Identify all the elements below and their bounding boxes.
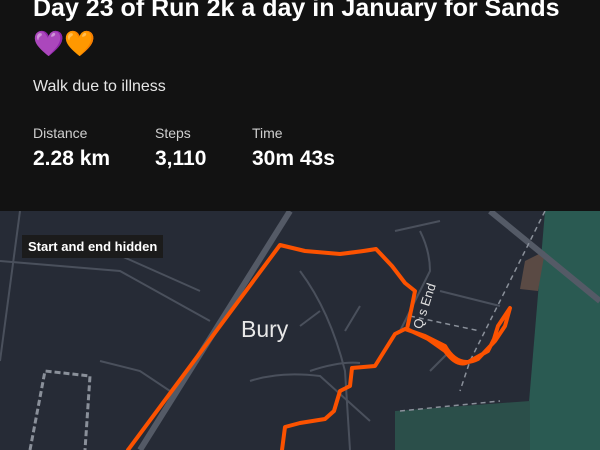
map-canvas: [0, 211, 600, 450]
stat-value: 30m 43s: [252, 147, 335, 170]
stat-steps: Steps 3,110: [155, 125, 206, 171]
activity-title: Day 23 of Run 2k a day in January for Sa…: [33, 0, 560, 58]
stat-label: Steps: [155, 125, 191, 141]
route-map[interactable]: Start and end hidden Bury Q s End: [0, 211, 600, 450]
privacy-badge: Start and end hidden: [22, 235, 164, 258]
stat-label: Distance: [33, 125, 88, 141]
activity-header: Day 23 of Run 2k a day in January for Sa…: [0, 0, 600, 211]
activity-description: Walk due to illness: [33, 78, 166, 95]
park-area: [525, 211, 600, 450]
footpath: [409, 315, 481, 332]
green-area: [395, 401, 530, 450]
roads: [0, 211, 501, 450]
stat-time: Time 30m 43s: [252, 125, 335, 171]
main-road-east: [488, 211, 600, 304]
stat-label: Time: [252, 125, 283, 141]
footpath: [399, 211, 546, 412]
stat-value: 3,110: [155, 147, 207, 170]
route-line: [126, 243, 512, 450]
place-label: Bury: [241, 316, 289, 342]
land-area: [520, 251, 545, 291]
stat-distance: Distance 2.28 km: [33, 125, 110, 171]
boundary-path: [28, 369, 92, 450]
stat-value: 2.28 km: [33, 147, 111, 170]
